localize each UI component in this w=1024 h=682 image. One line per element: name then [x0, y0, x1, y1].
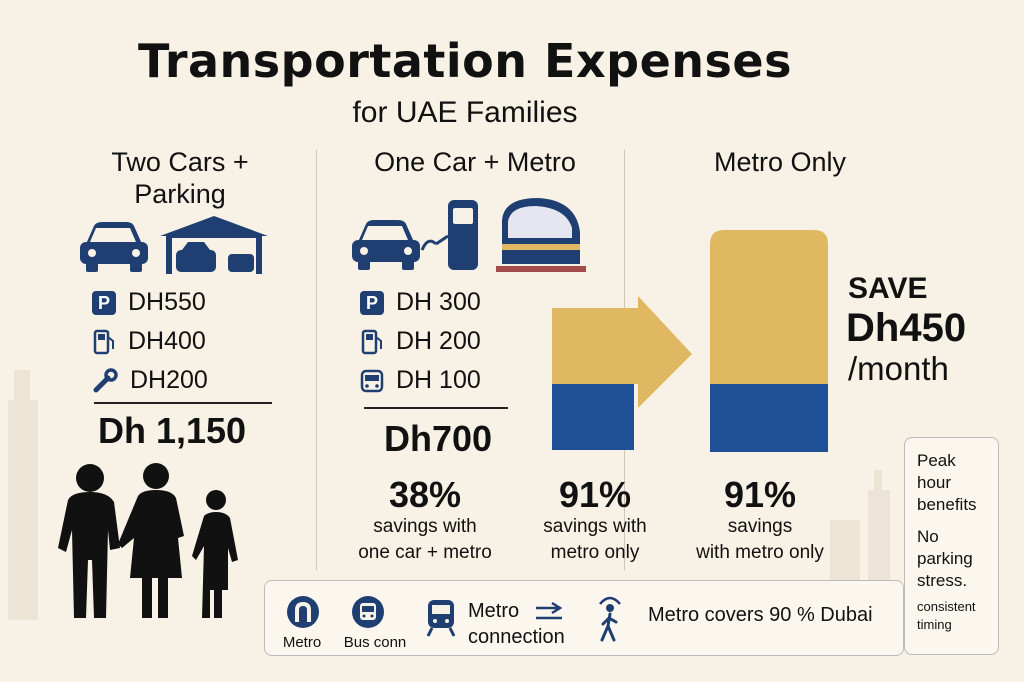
parking-icon: P	[92, 290, 116, 315]
savings-arrow-bar	[552, 296, 692, 450]
cost-row-fuel: DH400	[92, 327, 206, 356]
charging-station-icon	[420, 200, 478, 270]
savings-pct-one-car: 38%	[388, 474, 462, 515]
cost-row-bus: DH 100	[360, 366, 481, 395]
save-callout-period: /month	[848, 350, 949, 387]
column-divider-1	[316, 150, 317, 570]
transfer-arrows-icon	[536, 602, 563, 620]
note-no-parking: No parking stress.	[917, 527, 973, 590]
cost-row-maintenance: DH200	[92, 366, 208, 395]
savings-pct-metro-right: 91%	[723, 474, 797, 515]
car-icon	[352, 220, 420, 270]
metro-coverage-text: Metro covers 90 % Dubai	[648, 604, 873, 626]
metro-only-bar	[710, 230, 828, 452]
bus-connection-label: Bus conn	[343, 634, 407, 651]
save-callout-amount: Dh450	[846, 306, 967, 350]
column-heading-metro-only: Metro Only	[713, 147, 847, 177]
column-heading-two-cars: Two Cars + Parking	[111, 147, 249, 209]
savings-caption-metro-middle: savings with metro only	[543, 516, 647, 563]
garage-icon	[160, 216, 268, 274]
fuel-pump-icon	[93, 329, 114, 354]
note-peak-hour: Peak hour benefits	[917, 451, 977, 514]
side-notes-box: Peak hour benefits No parking stress. co…	[904, 437, 999, 655]
wrench-icon	[93, 367, 118, 392]
walking-person-icon	[599, 596, 621, 642]
metro-connection-text: Metro connection	[468, 600, 565, 648]
save-callout-label: SAVE	[848, 272, 928, 305]
column-heading-one-car-metro: One Car + Metro	[374, 147, 576, 177]
total-two-cars: Dh 1,150	[98, 410, 247, 451]
metro-label: Metro	[282, 634, 322, 651]
page-subtitle: for UAE Families	[352, 96, 578, 129]
savings-caption-metro-right: savings with metro only	[696, 516, 824, 563]
bus-connection-icon	[352, 596, 384, 628]
fuel-pump-icon	[361, 329, 382, 354]
total-one-car-metro: Dh700	[384, 418, 493, 459]
savings-pct-metro-middle: 91%	[558, 474, 632, 515]
train-icon	[496, 198, 586, 272]
metro-station-icon	[287, 596, 319, 628]
total-rule-2	[364, 407, 508, 409]
cost-row-parking-2: P DH 300	[360, 288, 481, 317]
parking-icon: P	[360, 290, 384, 315]
page-title: Transportation Expenses	[138, 34, 792, 88]
note-consistent-timing: consistent timing	[917, 599, 976, 632]
skyline-left-decoration	[8, 370, 38, 620]
car-icon	[80, 222, 148, 272]
total-rule-1	[94, 402, 272, 404]
cost-row-parking: P DH550	[92, 288, 206, 317]
train-front-icon	[426, 600, 456, 637]
cost-row-fuel-2: DH 200	[360, 327, 481, 356]
bus-icon	[360, 369, 384, 392]
savings-caption-one-car: savings with one car + metro	[358, 516, 492, 563]
skyline-right-decoration	[830, 470, 890, 580]
family-icon	[58, 463, 238, 618]
